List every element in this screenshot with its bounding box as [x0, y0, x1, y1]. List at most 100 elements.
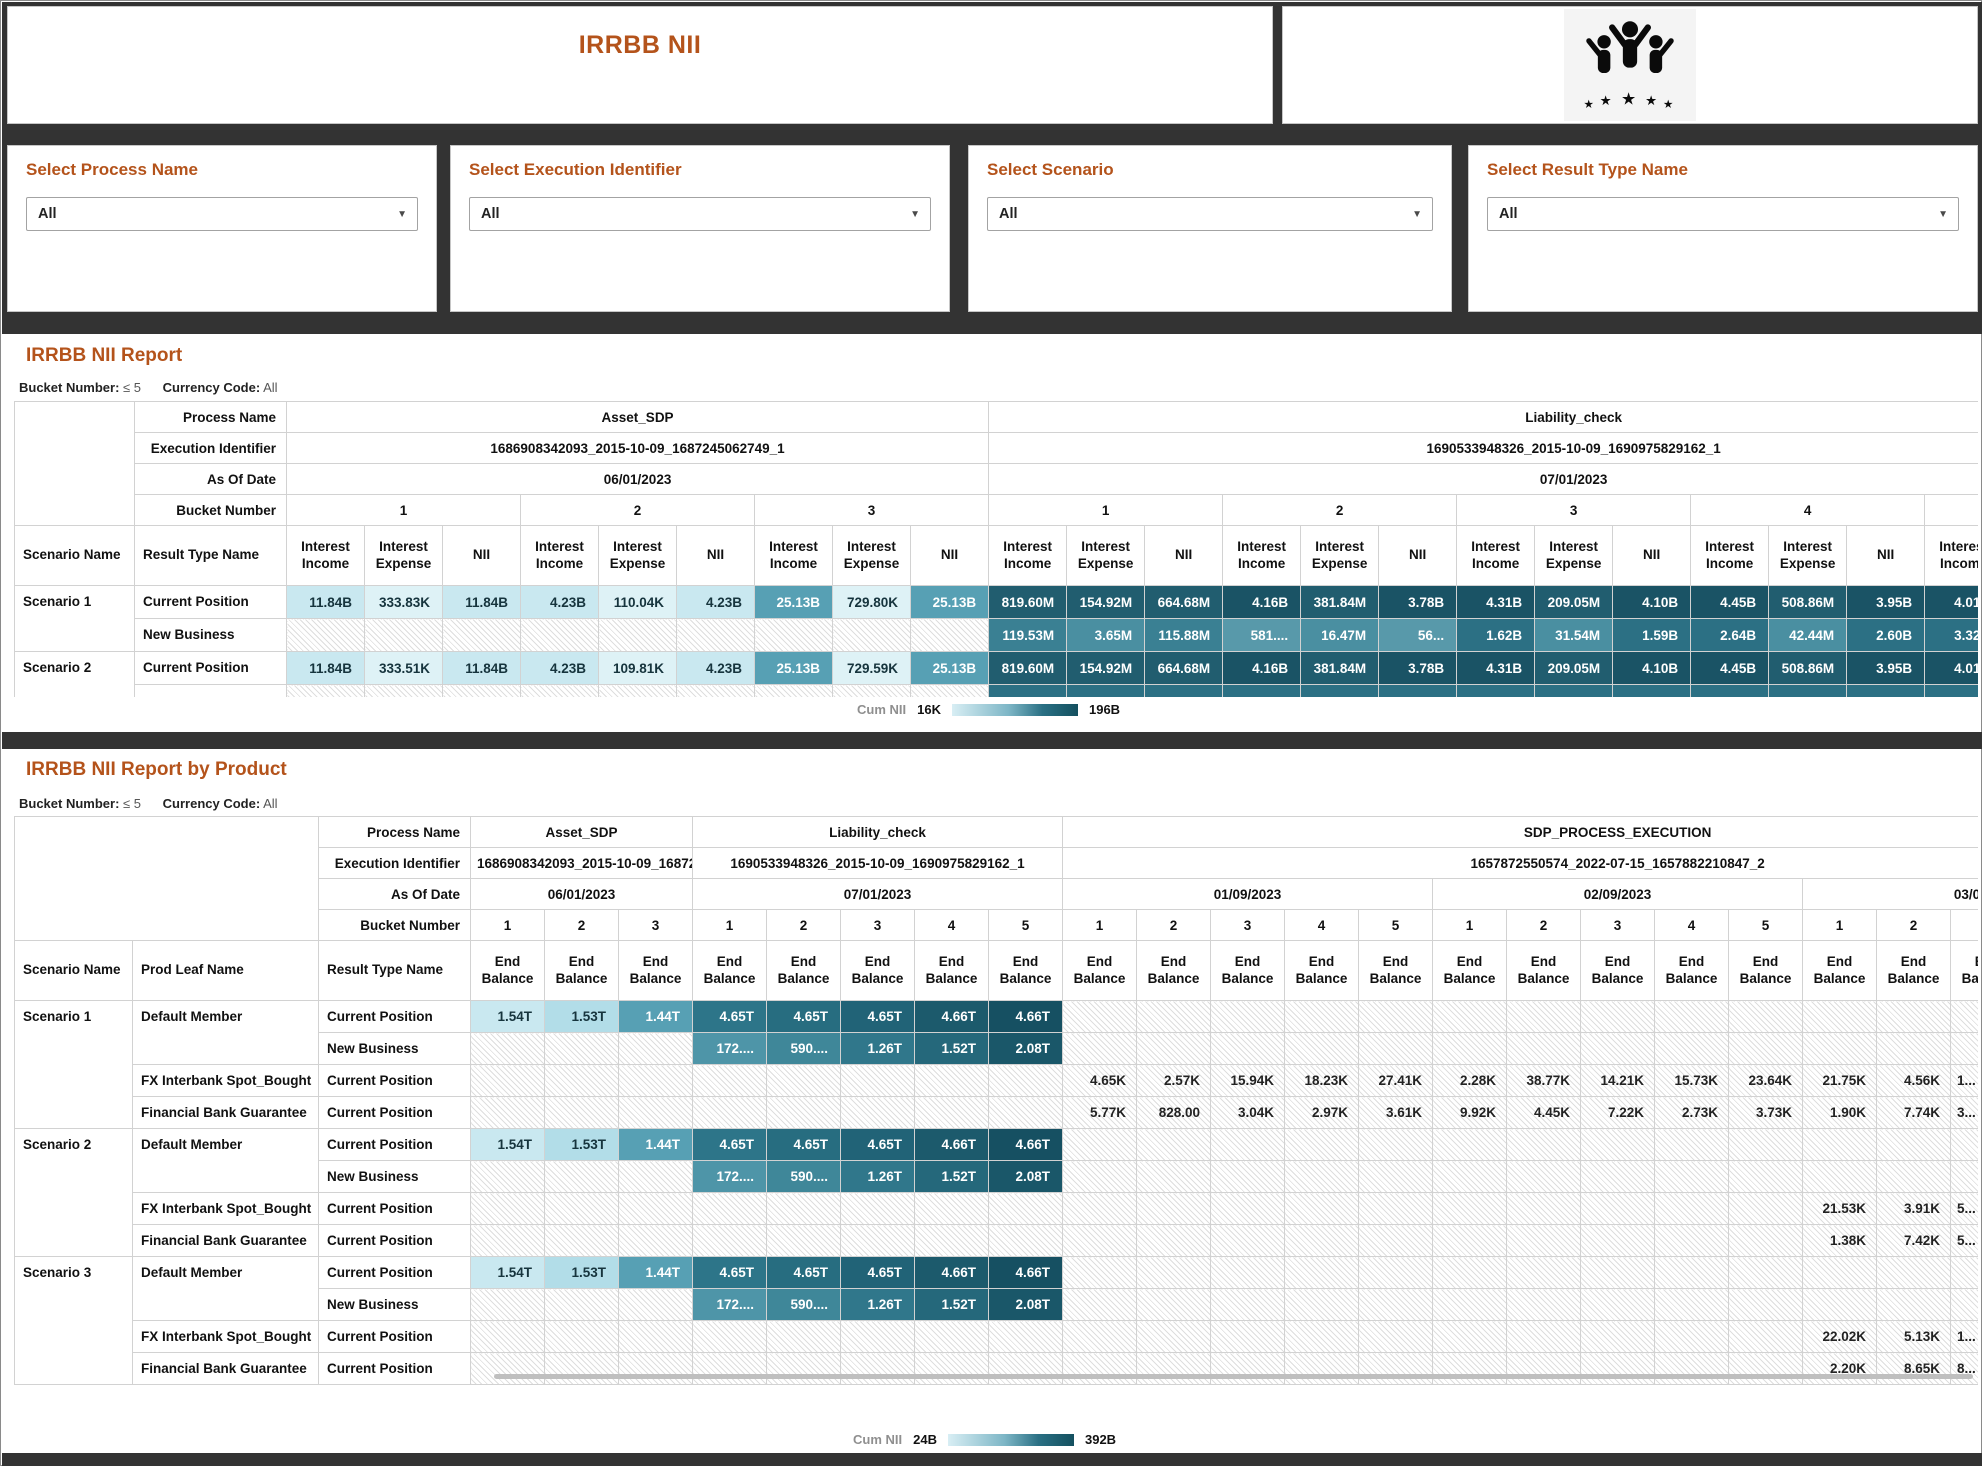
value-cell: 664.68M: [1144, 585, 1224, 619]
empty-cell: [1432, 1256, 1508, 1289]
empty-cell: [692, 1192, 768, 1225]
value-cell: 109.81K: [598, 651, 677, 685]
empty-cell: [1950, 1128, 1978, 1161]
legend-gradient-bar: [951, 703, 1078, 716]
empty-cell: [1432, 1032, 1508, 1065]
legend-measure-label: Cum NII: [853, 1432, 903, 1447]
value-cell: 115.88M: [1144, 618, 1224, 652]
row-label-cell: Current Position: [318, 1352, 471, 1385]
column-header-cell: 2: [1222, 494, 1458, 526]
empty-cell: [1876, 1032, 1952, 1065]
column-header-cell: 2: [544, 909, 619, 941]
row-label-cell: Current Position: [134, 585, 287, 619]
value-cell: 154.92M: [1066, 585, 1146, 619]
column-header-cell: Interest Income: [520, 525, 599, 586]
bucket-number-label: Bucket Number:: [19, 380, 120, 395]
empty-cell: [766, 1320, 842, 1353]
empty-cell: [692, 1320, 768, 1353]
nii-by-product-pivot-table: Process Name Asset_SDP Liability_check SDP_…: [14, 816, 1978, 1386]
row-label-cell: Scenario 1: [14, 1000, 133, 1129]
value-cell: 664.68M: [1144, 651, 1224, 685]
column-header-cell: 4: [1284, 909, 1360, 941]
value-cell: 3.95B: [1846, 585, 1926, 619]
column-header-cell: 01/09/2023: [1062, 878, 1434, 910]
pivot-axis-label: Bucket Number: [134, 494, 287, 526]
empty-cell: [1728, 1128, 1804, 1161]
empty-cell: [1358, 1032, 1434, 1065]
column-header-cell: 1657872550574_2022-07-15_1657882210847_2: [1062, 847, 1978, 879]
report1-prompt-filters: Bucket Number: ≤ 5 Currency Code: All: [19, 380, 278, 395]
column-header-cell: End Balance: [1210, 940, 1286, 1001]
empty-cell: [1580, 1160, 1656, 1193]
column-header-cell: 06/01/2023: [285, 463, 990, 495]
empty-cell: [1950, 1000, 1978, 1033]
empty-cell: [909, 618, 990, 652]
column-header-cell: 5: [1358, 909, 1434, 941]
value-cell: 9.92K: [1432, 1096, 1508, 1129]
value-cell: 154.92M: [1066, 651, 1146, 685]
empty-cell: [1358, 1320, 1434, 1353]
value-cell: 2.28K: [1432, 1064, 1508, 1097]
empty-cell: [1062, 1352, 1138, 1385]
horizontal-scrollbar-thumb[interactable]: [494, 1374, 1973, 1379]
svg-text:★: ★: [1584, 97, 1594, 111]
bucket-number-label: Bucket Number:: [19, 796, 120, 811]
empty-cell: [1284, 1256, 1360, 1289]
execution-identifier-dropdown[interactable]: All ▼: [469, 197, 931, 231]
empty-cell: [1284, 1128, 1360, 1161]
column-header-cell: End Balance: [988, 940, 1064, 1001]
result-type-dropdown[interactable]: All ▼: [1487, 197, 1959, 231]
value-cell: 21.75K: [1802, 1064, 1878, 1097]
empty-cell: [1950, 1160, 1978, 1193]
value-cell: 2.64B: [1690, 618, 1770, 652]
empty-cell: [544, 1064, 619, 1097]
dropdown-value: All: [38, 206, 57, 222]
column-header-cell: End Balance: [1580, 940, 1656, 1001]
filter-label: Select Result Type Name: [1487, 160, 1688, 179]
process-name-dropdown[interactable]: All ▼: [26, 197, 418, 231]
page-title: IRRBB NII: [578, 31, 702, 59]
chevron-down-icon: ▼: [397, 208, 407, 220]
value-cell: 381.84M: [1300, 585, 1380, 619]
value-cell: 4.23B: [676, 585, 755, 619]
value-cell: 25.13B: [754, 585, 833, 619]
pivot-axis-label: As Of Date: [134, 463, 287, 495]
empty-cell: [520, 684, 599, 697]
value-cell: 11.84B: [286, 585, 365, 619]
bucket-number-value: ≤ 5: [123, 380, 142, 395]
empty-cell: [1136, 1320, 1212, 1353]
value-cell: 1.44T: [617, 1128, 694, 1161]
column-header-cell: 5: [988, 909, 1064, 941]
column-header-cell: Interest Income: [754, 525, 833, 586]
empty-cell: [1284, 1160, 1360, 1193]
empty-cell: [617, 1096, 694, 1129]
empty-cell: [1358, 1224, 1434, 1257]
column-header-cell: Interest Income: [1924, 525, 1978, 586]
column-header-cell: Scenario Name: [14, 940, 133, 1001]
value-cell: 4.66T: [988, 1000, 1064, 1033]
value-cell: 1.26T: [840, 1160, 916, 1193]
row-label-cell: Current Position: [318, 1096, 471, 1129]
value-cell: 2.08T: [988, 1032, 1064, 1065]
empty-cell: [1210, 1032, 1286, 1065]
value-cell: 333.51K: [364, 651, 443, 685]
empty-cell: [1654, 1128, 1730, 1161]
empty-cell: [1506, 1128, 1582, 1161]
value-cell: 7.74K: [1876, 1096, 1952, 1129]
empty-cell: [1284, 1352, 1360, 1385]
value-cell: 4.65T: [840, 1128, 916, 1161]
empty-cell: [1432, 1160, 1508, 1193]
column-header-cell: Interest Expense: [1300, 525, 1380, 586]
value-cell: 4.01B: [1924, 585, 1978, 619]
empty-cell: [1728, 1192, 1804, 1225]
value-cell: 4.66T: [914, 1000, 990, 1033]
empty-cell: [1654, 1032, 1730, 1065]
column-header-cell: 2: [1136, 909, 1212, 941]
row-label-cell: Default Member: [132, 1000, 319, 1065]
scenario-dropdown[interactable]: All ▼: [987, 197, 1433, 231]
cum-nii-legend: Cum NII 16K 196B: [857, 702, 1120, 717]
empty-cell: [1210, 1320, 1286, 1353]
column-header-cell: 03/09/2023: [1802, 878, 1978, 910]
empty-cell: [1802, 1160, 1878, 1193]
column-header-cell: End Balance: [470, 940, 545, 1001]
